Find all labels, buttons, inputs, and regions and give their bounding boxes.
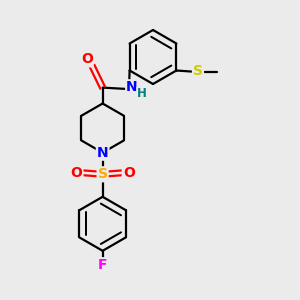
Text: N: N: [126, 80, 138, 94]
Text: O: O: [81, 52, 93, 66]
Text: H: H: [137, 87, 147, 101]
Text: O: O: [123, 166, 135, 180]
Text: S: S: [193, 64, 203, 78]
Text: N: N: [97, 146, 108, 160]
Text: F: F: [98, 258, 107, 272]
Text: S: S: [98, 167, 108, 181]
Text: O: O: [70, 166, 83, 180]
